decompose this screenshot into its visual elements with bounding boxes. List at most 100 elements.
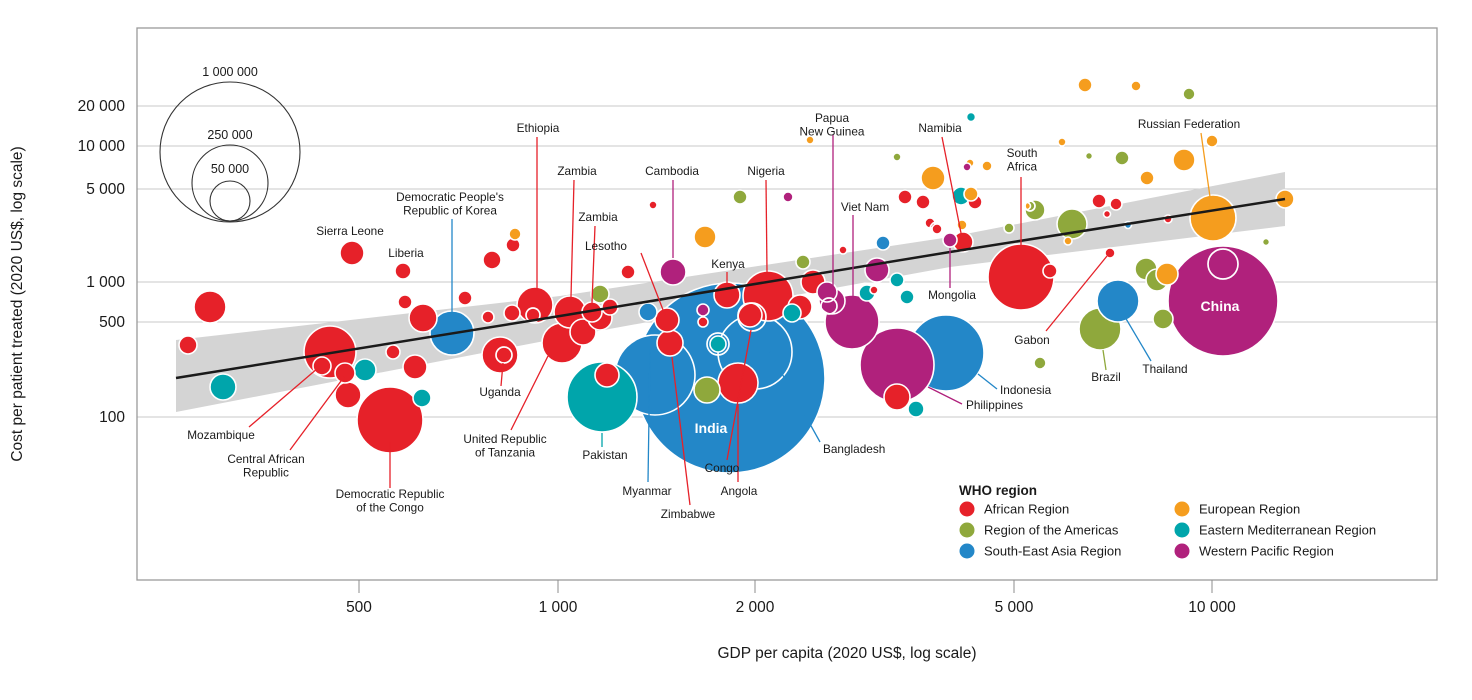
bubble	[1182, 87, 1196, 101]
y-tick-label: 10 000	[78, 138, 126, 155]
country-label: Mozambique	[187, 428, 255, 442]
country-label: Zambia	[578, 210, 618, 224]
bubble-liberia	[394, 262, 412, 280]
country-label: Lesotho	[585, 239, 627, 253]
size-legend-circle	[191, 144, 269, 222]
leader-line-nigeria	[765, 179, 768, 273]
leader-line-congo	[726, 329, 752, 461]
country-label: Gabon	[1014, 333, 1049, 347]
bubble	[1155, 262, 1179, 286]
leader-line-brazil	[1102, 349, 1107, 371]
y-tick-label: 500	[99, 314, 125, 331]
bubble	[920, 165, 946, 191]
legend-label-americas: Region of the Americas	[984, 523, 1119, 538]
bubble	[962, 162, 972, 172]
bubble	[503, 304, 521, 322]
bubble	[1091, 193, 1107, 209]
country-label: Congo	[705, 461, 740, 475]
leader-line-philippines	[927, 386, 963, 405]
ring-marker	[706, 332, 730, 356]
country-label: Philippines	[966, 398, 1023, 412]
leader-line-mozambique	[248, 367, 319, 428]
bubble	[193, 290, 227, 324]
bubble	[508, 227, 522, 241]
ring-marker	[929, 221, 945, 237]
bubble-sierra-leone	[339, 240, 365, 266]
bubble	[620, 264, 636, 280]
bubble	[709, 335, 727, 353]
country-label: Bangladesh	[823, 442, 885, 456]
country-label: Zimbabwe	[661, 507, 716, 521]
bubble	[569, 318, 597, 346]
country-label: Thailand	[1142, 362, 1187, 376]
bubble	[869, 285, 879, 295]
bubble	[402, 354, 428, 380]
leader-line-zambia	[570, 179, 575, 298]
bubble	[782, 303, 802, 323]
bubble	[693, 376, 721, 404]
bubble	[816, 281, 838, 303]
y-axis-title: Cost per patient treated (2020 US$, log …	[9, 146, 26, 461]
bubble-zimbabwe	[656, 329, 684, 357]
legend-swatch-european	[1174, 501, 1190, 517]
size-legend-label: 1 000 000	[202, 65, 258, 79]
leader-line-uganda	[500, 362, 504, 387]
bubble	[693, 225, 717, 249]
bubble-south-africa	[987, 243, 1055, 311]
bubble-russian-federation	[1189, 194, 1237, 242]
bubble	[1042, 263, 1058, 279]
bubble	[590, 284, 610, 304]
bubble	[397, 294, 413, 310]
legend-swatch-emr	[1174, 522, 1190, 538]
bubble	[1057, 137, 1067, 147]
bubble	[638, 302, 658, 322]
bubble-pakistan	[566, 361, 638, 433]
bubble	[1003, 222, 1015, 234]
bubble	[838, 245, 848, 255]
country-label: Ethiopia	[517, 121, 560, 135]
country-label: Pakistan	[582, 448, 627, 462]
legend-label-european: European Region	[1199, 502, 1300, 517]
leader-line-central-african-republic	[289, 376, 345, 451]
x-tick-label: 10 000	[1188, 599, 1236, 616]
bubble	[892, 152, 902, 162]
bubble	[1130, 80, 1142, 92]
legend-swatch-african	[959, 501, 975, 517]
legend-label-wpr: Western Pacific Region	[1199, 544, 1334, 559]
bubble	[899, 289, 915, 305]
leader-line-namibia	[941, 136, 962, 234]
bubble	[1102, 209, 1112, 219]
bubble	[1114, 150, 1130, 166]
bubble-gabon	[1104, 247, 1116, 259]
leader-line-zambia	[591, 225, 596, 304]
legend-label-emr: Eastern Mediterranean Region	[1199, 523, 1376, 538]
country-label: Nigeria	[747, 164, 785, 178]
bubble	[1261, 237, 1271, 247]
country-label: Papua	[815, 111, 850, 125]
bubble	[408, 303, 438, 333]
country-label: Democratic People's	[396, 190, 504, 204]
leader-line-lesotho	[640, 252, 666, 316]
ring-marker	[820, 297, 838, 315]
bubble	[1205, 134, 1219, 148]
bubble	[696, 303, 710, 317]
country-label: Africa	[1007, 160, 1038, 174]
country-label: Zambia	[557, 164, 597, 178]
country-label: Uganda	[479, 385, 521, 399]
legend-swatch-americas	[959, 522, 975, 538]
bubble	[481, 310, 495, 324]
bubble-mozambique	[312, 356, 332, 376]
ring-marker	[737, 302, 767, 332]
bubble	[1139, 170, 1155, 186]
legend-swatch-sear	[959, 543, 975, 559]
bubble	[353, 358, 377, 382]
legend-title: WHO region	[959, 483, 1037, 498]
bubble	[1109, 197, 1123, 211]
x-tick-label: 1 000	[539, 599, 578, 616]
country-label: Namibia	[918, 121, 962, 135]
bubble-lesotho	[654, 307, 680, 333]
country-label: Viet Nam	[841, 200, 889, 214]
bubble	[1172, 148, 1196, 172]
x-tick-label: 500	[346, 599, 372, 616]
country-label: of the Congo	[356, 501, 424, 515]
